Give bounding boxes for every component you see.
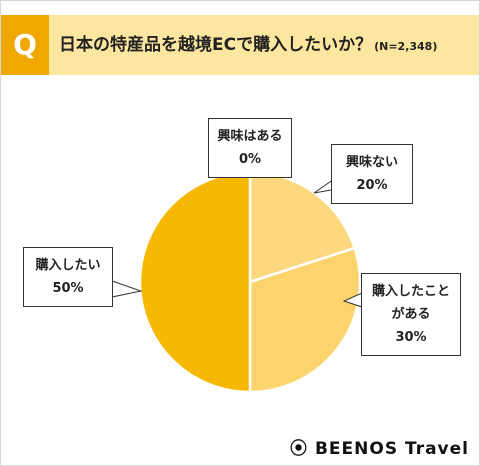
category-label: 購入したい [35, 258, 101, 273]
category-label: 購入したことがある [371, 284, 450, 322]
chart-title: 日本の特産品を越境ECで購入したいか？ [59, 35, 373, 55]
label-box: 興味ない 20% [331, 144, 413, 204]
label-box: 購入したことがある 30% [361, 273, 461, 356]
pie-slice [248, 246, 362, 394]
title-row: 日本の特産品を越境ECで購入したいか？ (N=2,348) [59, 15, 437, 77]
value-label: 50% [52, 281, 84, 296]
value-label: 20% [356, 178, 388, 193]
label-box: 購入したい 50% [23, 247, 113, 307]
subtitle: (N=2,348) [374, 40, 438, 53]
label-box: 興味はある 0% [208, 118, 292, 178]
category-label: 興味ない [345, 155, 398, 170]
badge: Q [1, 15, 49, 75]
pie-slice [138, 170, 252, 394]
category-label: 興味はある [217, 129, 283, 144]
value-label: 30% [395, 330, 427, 345]
header: Q 日本の特産品を越境ECで購入したいか？ (N=2,348) [1, 15, 479, 75]
logo-text: BEENOS Travel [314, 439, 469, 459]
logo: ⦿ BEENOS Travel [290, 439, 469, 459]
callout-tail [111, 280, 143, 298]
value-label: 0% [238, 152, 262, 167]
